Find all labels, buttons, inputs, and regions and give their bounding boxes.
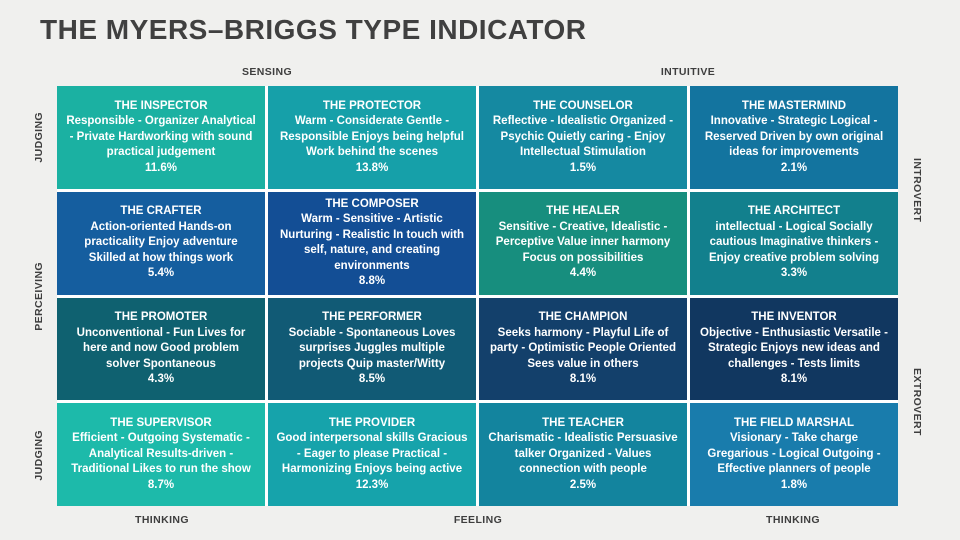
axis-label-judging-top: JUDGING [33,111,45,163]
type-name: THE MASTERMIND [741,99,847,112]
type-cell-the-architect: THE ARCHITECT intellectual - Logical Soci… [690,191,898,295]
type-description: Efficient - Outgoing Systematic - Analyt… [71,432,251,476]
type-description: Innovative - Strategic Logical - Reserve… [704,115,884,159]
type-cell-the-counselor: THE COUNSELOR Reflective - Idealistic Org… [479,86,687,189]
type-name: THE TEACHER [542,416,624,429]
type-percentage: 12.3% [355,478,389,491]
type-name: THE CRAFTER [120,205,202,218]
type-percentage: 8.8% [358,275,386,288]
type-cell-the-promoter: THE PROMOTER Unconventional - Fun Lives f… [57,297,265,401]
type-cell-the-crafter: THE CRAFTER Action-oriented Hands-on prac… [57,191,265,295]
type-description: Seeks harmony - Playful Life of party - … [490,326,676,370]
type-description: Charismatic - Idealistic Persuasive talk… [488,432,678,476]
type-description: Action-oriented Hands-on practicality En… [84,220,238,264]
type-name: THE COUNSELOR [533,99,633,112]
type-name: THE PROTECTOR [322,99,422,112]
type-cell-the-composer: THE COMPOSER Warm - Sensitive - Artistic … [268,191,476,295]
type-percentage: 1.8% [780,478,808,491]
type-name: THE INSPECTOR [114,99,208,112]
type-description: intellectual - Logical Socially cautious… [709,220,879,264]
type-percentage: 13.8% [355,161,389,174]
type-cell-the-supervisor: THE SUPERVISOR Efficient - Outgoing Syste… [57,403,265,506]
type-name: THE INVENTOR [751,311,837,324]
axis-label-introvert: INTROVERT [911,157,923,223]
type-percentage: 8.1% [780,373,808,386]
type-description: Visionary - Take charge Gregarious - Log… [707,432,881,476]
type-percentage: 2.1% [780,161,808,174]
type-description: Sociable - Spontaneous Loves surprises J… [288,326,456,370]
type-name: THE PERFORMER [322,311,422,324]
axis-label-intuitive: INTUITIVE [660,66,716,78]
type-cell-the-teacher: THE TEACHER Charismatic - Idealistic Pers… [479,403,687,506]
type-cell-the-inspector: THE INSPECTOR Responsible - Organizer Ana… [57,86,265,189]
type-description: Warm - Sensitive - Artistic Nurturing - … [280,213,464,272]
type-name: THE HEALER [546,205,620,218]
type-cell-the-healer: THE HEALER Sensitive - Creative, Idealist… [479,191,687,295]
type-cell-the-protector: THE PROTECTOR Warm - Considerate Gentle -… [268,86,476,189]
type-name: THE CHAMPION [538,311,628,324]
type-percentage: 4.3% [147,373,175,386]
axis-label-extrovert: EXTROVERT [911,368,923,436]
type-description: Objective - Enthusiastic Versatile - Str… [700,326,888,370]
type-description: Good interpersonal skills Gracious - Eag… [276,432,468,476]
type-name: THE ARCHITECT [747,205,841,218]
type-cell-the-inventor: THE INVENTOR Objective - Enthusiastic Ver… [690,297,898,401]
type-cell-the-provider: THE PROVIDER Good interpersonal skills Gr… [268,403,476,506]
type-percentage: 8.1% [569,373,597,386]
axis-label-perceiving: PERCEIVING [33,261,45,331]
type-name: THE SUPERVISOR [110,416,212,429]
type-cell-the-performer: THE PERFORMER Sociable - Spontaneous Love… [268,297,476,401]
axis-label-sensing: SENSING [241,66,293,78]
page-title: THE MYERS–BRIGGS TYPE INDICATOR [40,14,587,45]
type-description: Sensitive - Creative, Idealistic - Perce… [495,220,671,264]
type-percentage: 2.5% [569,478,597,491]
type-grid: THE INSPECTOR Responsible - Organizer Ana… [57,86,898,506]
type-cell-the-mastermind: THE MASTERMIND Innovative - Strategic Log… [690,86,898,189]
type-name: THE COMPOSER [325,197,419,210]
type-description: Unconventional - Fun Lives for here and … [76,326,246,370]
type-percentage: 4.4% [569,267,597,280]
axis-label-thinking-right: THINKING [766,514,820,526]
type-percentage: 3.3% [780,267,808,280]
type-percentage: 8.7% [147,478,175,491]
type-description: Responsible - Organizer Analytical - Pri… [66,115,256,159]
axis-label-feeling: FEELING [453,514,503,526]
type-name: THE PROMOTER [114,311,208,324]
type-percentage: 5.4% [147,267,175,280]
type-percentage: 11.6% [145,161,177,174]
type-name: THE PROVIDER [328,416,416,429]
type-description: Warm - Considerate Gentle - Responsible … [279,115,465,159]
axis-label-judging-bottom: JUDGING [33,429,45,481]
axis-label-thinking-left: THINKING [135,514,189,526]
type-percentage: 8.5% [358,373,386,386]
type-cell-the-field-marshal: THE FIELD MARSHAL Visionary - Take charge… [690,403,898,506]
type-description: Reflective - Idealistic Organized - Psyc… [492,115,674,159]
type-percentage: 1.5% [569,161,597,174]
type-cell-the-champion: THE CHAMPION Seeks harmony - Playful Life… [479,297,687,401]
type-name: THE FIELD MARSHAL [733,416,855,429]
